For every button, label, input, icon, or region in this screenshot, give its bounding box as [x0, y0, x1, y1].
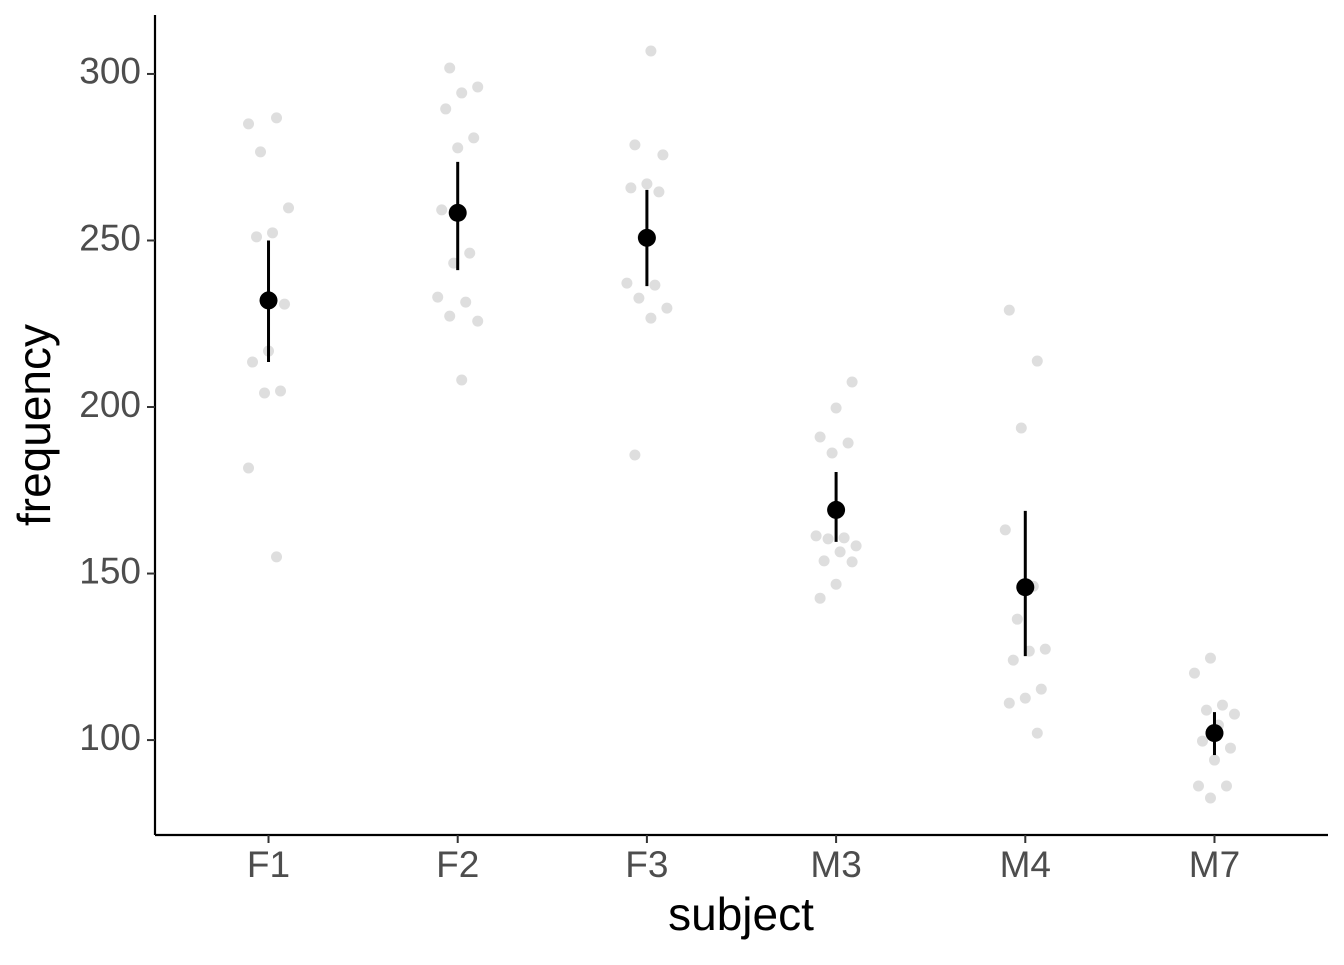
y-tick-label: 150: [79, 550, 141, 591]
raw-point: [452, 142, 464, 154]
y-axis-title: frequency: [8, 324, 60, 526]
raw-point: [1015, 422, 1027, 434]
raw-point: [834, 546, 846, 558]
raw-point: [629, 139, 641, 151]
mean-point: [448, 203, 467, 222]
raw-point: [846, 376, 858, 388]
raw-point: [641, 178, 653, 190]
mean-point: [827, 500, 846, 519]
raw-point: [247, 356, 259, 368]
raw-point: [436, 204, 448, 216]
x-tick-label: F3: [625, 844, 668, 885]
raw-point: [460, 296, 472, 308]
raw-point: [826, 447, 838, 459]
raw-point: [818, 555, 830, 567]
x-tick-label: M4: [1000, 844, 1051, 885]
mean-point: [259, 291, 278, 310]
raw-point: [1188, 667, 1200, 679]
raw-point: [444, 62, 456, 74]
raw-point: [243, 118, 255, 130]
raw-point: [846, 556, 858, 568]
raw-point: [1196, 735, 1208, 747]
raw-point: [464, 247, 476, 259]
raw-point: [830, 402, 842, 414]
raw-point: [1011, 613, 1023, 625]
raw-point: [255, 146, 267, 158]
raw-point: [814, 592, 826, 604]
raw-point: [1204, 652, 1216, 664]
raw-point: [1228, 708, 1240, 720]
raw-point: [633, 292, 645, 304]
x-tick-label: F2: [436, 844, 479, 885]
y-tick-label: 200: [79, 384, 141, 425]
raw-point: [810, 530, 822, 542]
raw-point: [271, 112, 283, 124]
raw-point: [1039, 643, 1051, 655]
raw-point: [472, 315, 484, 327]
raw-point: [1208, 754, 1220, 766]
y-tick-label: 250: [79, 217, 141, 258]
raw-point: [1224, 742, 1236, 754]
raw-point: [629, 449, 641, 461]
raw-point: [822, 533, 834, 545]
raw-point: [283, 202, 295, 214]
x-tick-label: F1: [247, 844, 290, 885]
raw-point: [444, 310, 456, 322]
raw-point: [1220, 780, 1232, 792]
raw-point: [275, 385, 287, 397]
raw-point: [279, 298, 291, 310]
x-tick-label: M3: [810, 844, 861, 885]
raw-point: [440, 103, 452, 115]
y-tick-label: 300: [79, 51, 141, 92]
raw-point: [468, 132, 480, 144]
raw-point: [1003, 697, 1015, 709]
raw-point: [1019, 692, 1031, 704]
raw-point: [1200, 704, 1212, 716]
mean-point: [1205, 724, 1224, 743]
raw-point: [850, 540, 862, 552]
raw-point: [243, 462, 255, 474]
raw-point: [842, 437, 854, 449]
raw-point: [830, 578, 842, 590]
raw-point: [661, 302, 673, 314]
raw-point: [1204, 792, 1216, 804]
mean-point: [1016, 578, 1035, 597]
raw-point: [625, 182, 637, 194]
raw-point: [456, 374, 468, 386]
raw-point: [432, 291, 444, 303]
raw-point: [1003, 304, 1015, 316]
mean-point: [637, 228, 656, 247]
raw-point: [645, 312, 657, 324]
raw-point: [259, 387, 271, 399]
raw-point: [1035, 683, 1047, 695]
x-tick-label: M7: [1189, 844, 1240, 885]
x-axis-title: subject: [668, 888, 814, 940]
raw-point: [838, 532, 850, 544]
raw-point: [653, 186, 665, 198]
raw-point: [1031, 727, 1043, 739]
raw-point: [1216, 699, 1228, 711]
raw-point: [1031, 355, 1043, 367]
raw-point: [271, 551, 283, 563]
raw-point: [472, 81, 484, 93]
raw-point: [814, 431, 826, 443]
raw-point: [267, 227, 279, 239]
raw-point: [999, 524, 1011, 536]
raw-point: [251, 231, 263, 243]
raw-point: [649, 279, 661, 291]
raw-point: [1192, 780, 1204, 792]
raw-point: [657, 149, 669, 161]
y-tick-label: 100: [79, 717, 141, 758]
raw-point: [456, 87, 468, 99]
raw-point: [1007, 654, 1019, 666]
raw-point: [645, 45, 657, 57]
raw-point: [621, 277, 633, 289]
